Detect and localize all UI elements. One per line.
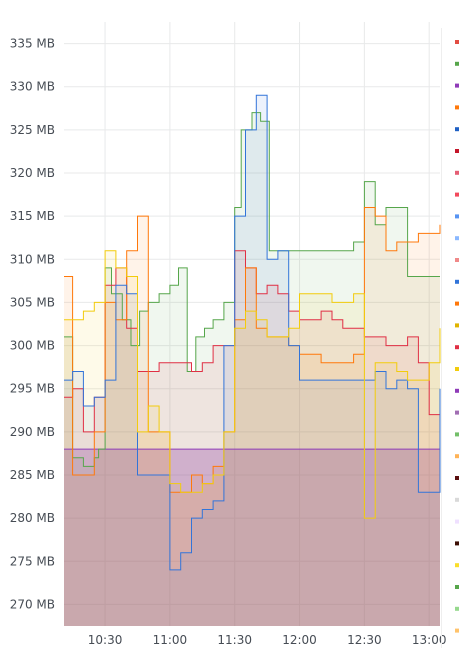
- series-area: [64, 95, 440, 627]
- series-area: [64, 449, 440, 626]
- y-tick-label: 330 MB: [10, 80, 55, 94]
- legend-swatch[interactable]: [455, 388, 459, 393]
- y-tick-label: 305 MB: [10, 295, 55, 309]
- y-tick-label: 335 MB: [10, 37, 55, 51]
- y-tick-label: 325 MB: [10, 123, 55, 137]
- x-tick-label: 11:30: [217, 633, 252, 647]
- y-tick-label: 300 MB: [10, 339, 55, 353]
- legend-swatch[interactable]: [455, 345, 459, 350]
- legend-swatch[interactable]: [455, 192, 459, 197]
- legend-swatch[interactable]: [455, 40, 459, 44]
- legend-swatch[interactable]: [455, 454, 459, 459]
- legend-swatch[interactable]: [455, 61, 459, 66]
- legend-swatch[interactable]: [455, 149, 459, 153]
- area-layer: [64, 95, 440, 627]
- legend-swatch[interactable]: [455, 541, 459, 546]
- y-tick-label: 270 MB: [10, 597, 55, 611]
- y-tick-label: 285 MB: [10, 468, 55, 482]
- legend-swatch[interactable]: [455, 519, 459, 524]
- legend-swatch[interactable]: [455, 585, 459, 589]
- y-tick-label: 290 MB: [10, 425, 55, 439]
- legend-divider: [441, 28, 442, 648]
- legend-swatch[interactable]: [455, 301, 459, 306]
- legend-swatch[interactable]: [455, 127, 459, 132]
- y-tick-label: 310 MB: [10, 252, 55, 266]
- legend-swatch[interactable]: [455, 214, 459, 219]
- y-tick-label: 295 MB: [10, 382, 55, 396]
- series-area: [64, 250, 440, 626]
- y-tick-label: 280 MB: [10, 511, 55, 525]
- legend: [441, 28, 459, 648]
- legend-swatch[interactable]: [455, 105, 459, 110]
- y-tick-label: 275 MB: [10, 554, 55, 568]
- legend-swatch[interactable]: [455, 476, 459, 480]
- line-layer: [64, 94, 441, 571]
- x-tick-label: 13:00: [412, 633, 447, 647]
- series-area: [64, 250, 440, 626]
- legend-swatch[interactable]: [455, 323, 459, 328]
- series-line: [64, 112, 440, 467]
- legend-swatch[interactable]: [455, 170, 459, 175]
- legend-swatch[interactable]: [455, 563, 459, 568]
- x-tick-label: 10:30: [88, 633, 123, 647]
- x-tick-label: 12:00: [282, 633, 317, 647]
- x-tick-label: 12:30: [347, 633, 382, 647]
- legend-swatch[interactable]: [455, 258, 459, 262]
- legend-swatch[interactable]: [455, 410, 459, 415]
- legend-swatch[interactable]: [455, 83, 459, 88]
- series-area: [64, 112, 440, 627]
- legend-swatch[interactable]: [455, 236, 459, 241]
- x-axis: 10:30 11:00 11:30 12:00 12:30 13:00: [88, 633, 447, 647]
- legend-swatch[interactable]: [455, 628, 459, 633]
- legend-swatch[interactable]: [455, 279, 459, 284]
- y-tick-label: 315 MB: [10, 209, 55, 223]
- legend-swatch[interactable]: [455, 606, 459, 611]
- series-line: [64, 250, 441, 519]
- series-line: [64, 94, 441, 571]
- x-tick-label: 11:00: [153, 633, 188, 647]
- legend-swatch[interactable]: [455, 367, 459, 371]
- series-area: [64, 207, 440, 626]
- series-line: [64, 207, 441, 493]
- legend-swatch[interactable]: [455, 497, 459, 502]
- legend-swatch[interactable]: [455, 432, 459, 437]
- y-tick-label: 320 MB: [10, 166, 55, 180]
- y-axis: 270 MB 275 MB 280 MB 285 MB 290 MB 295 MB 300 …: [10, 37, 55, 612]
